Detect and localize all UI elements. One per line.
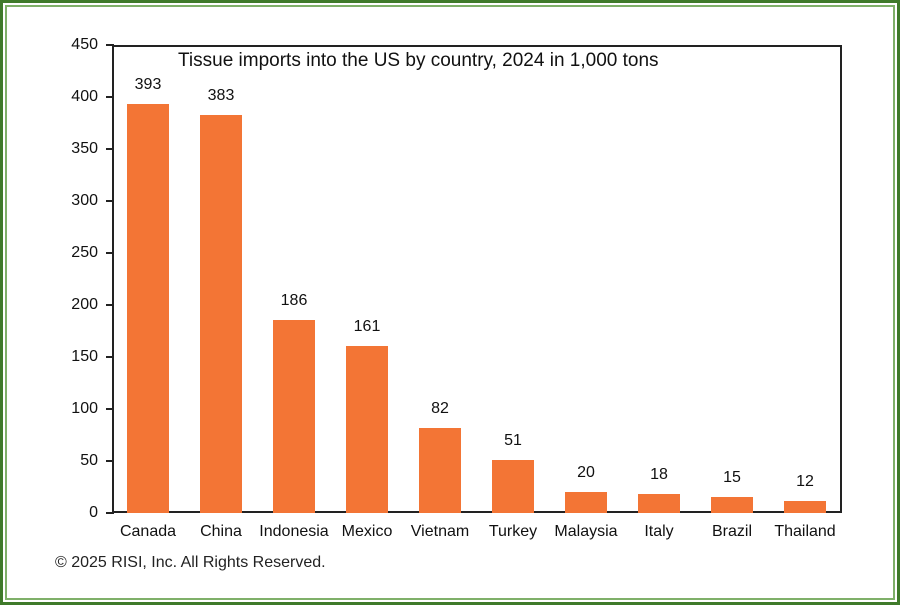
y-tick-label: 0 [89,504,98,521]
x-tick-label: Italy [644,523,674,540]
x-tick-label: Turkey [488,523,538,540]
bar-china [200,114,242,513]
y-tick-mark [106,44,114,46]
y-tick-label: 200 [71,296,98,313]
y-tick-label: 150 [71,348,98,365]
y-tick-label: 400 [71,88,98,105]
bar-vietnam [419,427,461,513]
bar-turkey [492,459,534,513]
y-tick-mark [106,356,114,358]
bar-mexico [346,345,388,513]
data-label: 393 [134,76,162,94]
data-label: 51 [504,431,522,449]
y-tick-label: 50 [80,452,98,469]
y-tick-mark [106,460,114,462]
y-tick-mark [106,96,114,98]
y-tick-label: 100 [71,400,98,417]
inner-frame-border [5,5,895,600]
data-label: 383 [207,86,235,104]
y-tick-label: 300 [71,192,98,209]
bar-italy [638,494,680,513]
x-tick-label: Canada [119,523,177,540]
x-tick-label: Mexico [341,523,393,540]
x-tick-label: Indonesia [259,523,329,540]
copyright-notice: © 2025 RISI, Inc. All Rights Reserved. [55,554,326,571]
data-label: 20 [577,464,595,482]
data-label: 18 [650,466,668,484]
bar-thailand [784,500,826,513]
y-tick-mark [106,304,114,306]
y-tick-label: 350 [71,140,98,157]
bar-indonesia [273,319,315,513]
x-tick-label: Thailand [774,523,836,540]
bar-brazil [711,497,753,513]
x-tick-label: Vietnam [410,523,470,540]
data-label: 82 [431,399,449,417]
data-label: 186 [280,291,308,309]
bar-malaysia [565,492,607,513]
y-tick-mark [106,512,114,514]
plot-area [112,45,842,513]
y-tick-label: 250 [71,244,98,261]
y-tick-mark [106,200,114,202]
data-label: 12 [796,472,814,490]
chart-title: Tissue imports into the US by country, 2… [178,50,659,71]
y-tick-mark [106,252,114,254]
x-tick-label: Malaysia [554,523,618,540]
x-tick-label: China [200,523,242,540]
x-tick-label: Brazil [711,523,752,540]
y-tick-label: 450 [71,36,98,53]
y-tick-mark [106,408,114,410]
data-label: 161 [353,317,381,335]
data-label: 15 [723,469,741,487]
y-tick-mark [106,148,114,150]
bar-canada [127,104,169,513]
